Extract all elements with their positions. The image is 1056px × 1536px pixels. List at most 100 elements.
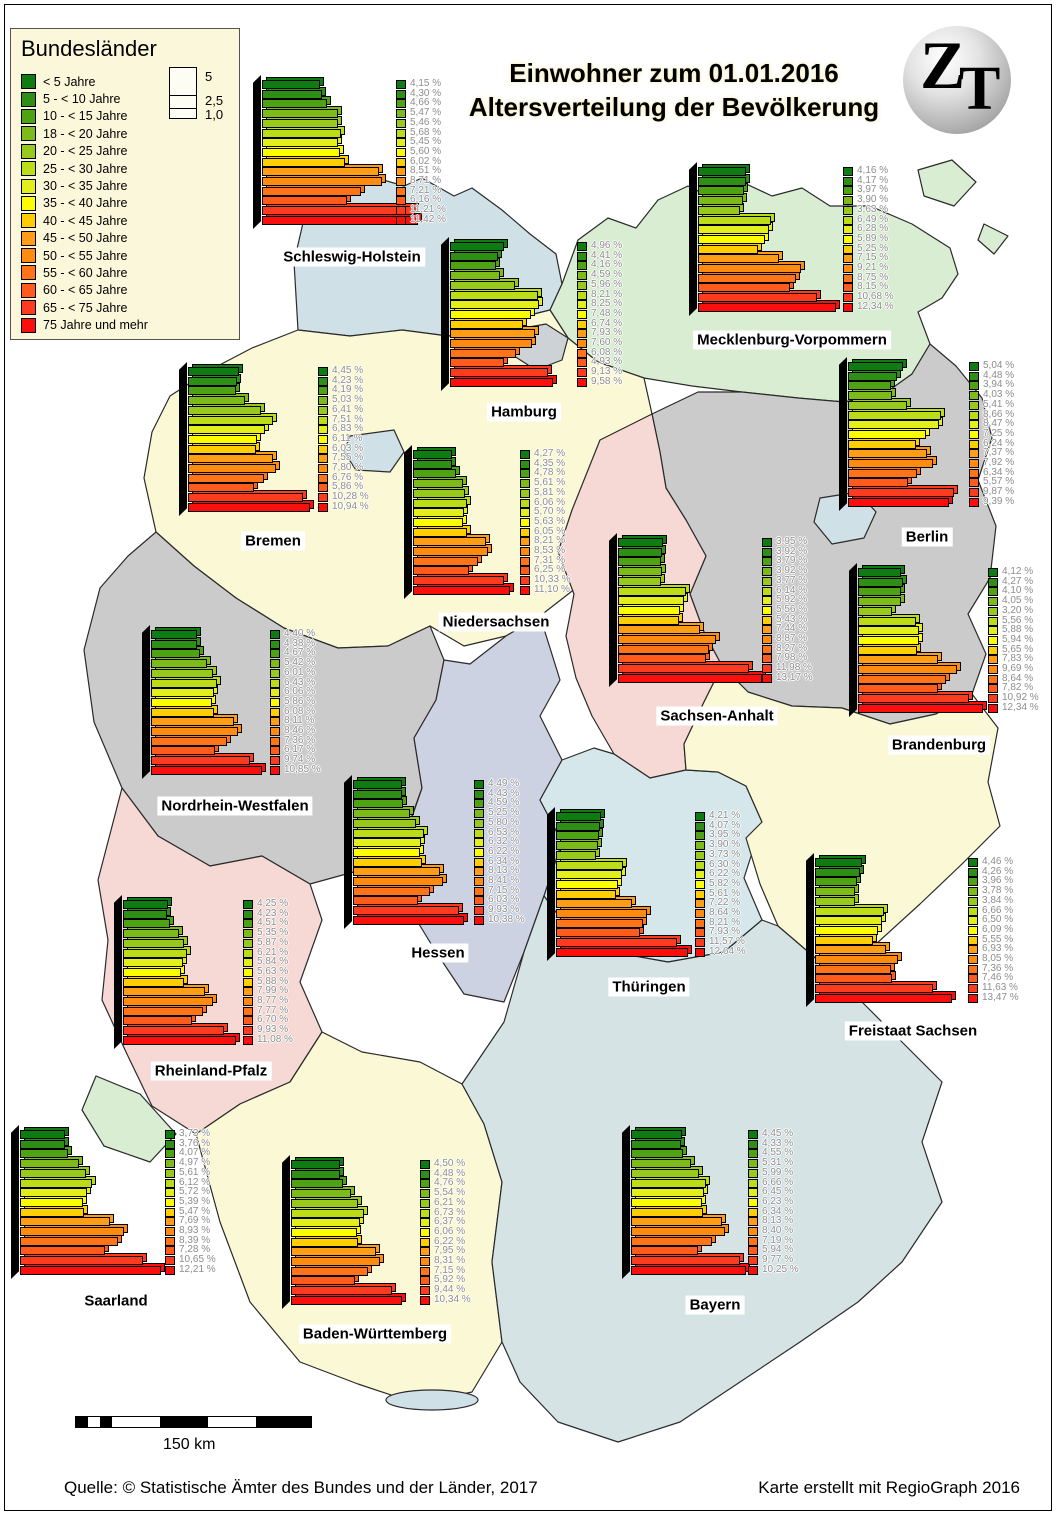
legend-item-label: 40 - < 45 Jahre xyxy=(43,213,128,228)
age-bar xyxy=(188,483,254,493)
value-swatch xyxy=(762,654,772,664)
age-bar xyxy=(413,547,488,556)
value-label: 5,81 % xyxy=(534,486,566,498)
value-swatch xyxy=(520,479,530,489)
age-bar xyxy=(20,1227,124,1236)
value-label: 5,63 % xyxy=(534,515,566,527)
value-label: 6,21 % xyxy=(434,1196,466,1208)
age-bar xyxy=(262,118,338,128)
value-swatch xyxy=(243,1016,253,1026)
value-label: 4,26 % xyxy=(982,865,1014,877)
value-label: 5,96 % xyxy=(591,278,623,290)
value-label: 6,03 % xyxy=(488,894,520,906)
value-swatch xyxy=(165,1246,175,1256)
age-bar xyxy=(20,1168,86,1178)
age-bar xyxy=(858,606,892,616)
value-swatch xyxy=(762,538,772,547)
value-swatch xyxy=(318,396,328,406)
value-swatch xyxy=(396,167,406,177)
value-swatch xyxy=(762,557,772,567)
value-swatch xyxy=(988,597,998,607)
age-bar xyxy=(291,1208,364,1218)
value-label: 6,25 % xyxy=(534,564,566,576)
state-shape-saarland xyxy=(81,1075,177,1163)
age-bar xyxy=(815,896,855,906)
value-label: 7,44 % xyxy=(776,623,808,635)
value-swatch xyxy=(748,1246,758,1256)
value-swatch xyxy=(968,896,978,906)
age-bar xyxy=(815,974,892,984)
value-label: 5,68 % xyxy=(410,126,442,138)
age-bar xyxy=(450,251,498,261)
value-label: 4,05 % xyxy=(1002,595,1034,607)
value-swatch xyxy=(577,319,587,329)
value-swatch xyxy=(969,439,979,449)
value-label: 7,93 % xyxy=(709,926,741,938)
value-label: 6,16 % xyxy=(410,194,442,206)
age-bar xyxy=(123,987,205,997)
age-bar xyxy=(123,900,168,909)
value-swatch xyxy=(969,468,979,478)
age-bar xyxy=(815,877,857,887)
value-swatch xyxy=(396,206,406,216)
value-label: 5,63 % xyxy=(257,965,289,977)
value-swatch xyxy=(762,586,772,596)
value-swatch xyxy=(243,900,253,909)
value-swatch xyxy=(968,877,978,887)
legend-item: 5 - < 10 Jahre xyxy=(21,90,148,107)
value-label: 7,48 % xyxy=(591,307,623,319)
age-bar xyxy=(858,568,901,577)
age-bar xyxy=(291,1286,392,1296)
value-swatch xyxy=(695,831,705,841)
value-swatch xyxy=(474,847,484,857)
age-bar xyxy=(123,958,183,968)
value-swatch xyxy=(748,1149,758,1159)
value-label: 4,12 % xyxy=(1002,566,1034,577)
value-label: 5,80 % xyxy=(488,816,520,828)
age-bar xyxy=(151,697,212,707)
chart-axis-wall xyxy=(839,357,847,511)
value-label: 4,17 % xyxy=(857,174,889,186)
value-swatch xyxy=(577,242,587,251)
age-bar xyxy=(188,502,310,512)
age-bar xyxy=(20,1130,65,1139)
value-swatch xyxy=(843,273,853,283)
legend-item: 35 - < 40 Jahre xyxy=(21,195,148,212)
value-swatch xyxy=(420,1227,430,1237)
age-bar xyxy=(123,977,184,987)
value-label: 5,92 % xyxy=(434,1274,466,1286)
value-swatch xyxy=(165,1188,175,1198)
age-bar xyxy=(858,645,917,655)
age-bar xyxy=(291,1169,340,1179)
value-label: 11,10 % xyxy=(534,583,570,595)
value-label: 5,94 % xyxy=(762,1244,794,1256)
legend-color-swatch xyxy=(21,213,36,229)
value-swatch xyxy=(988,645,998,655)
age-bar xyxy=(413,459,452,469)
age-bar xyxy=(262,186,361,196)
age-bar xyxy=(556,870,622,880)
value-label: 7,69 % xyxy=(179,1215,211,1227)
value-swatch xyxy=(243,967,253,977)
value-label: 7,92 % xyxy=(983,457,1015,468)
value-swatch xyxy=(420,1179,430,1189)
age-bar xyxy=(151,746,215,756)
value-label: 5,56 % xyxy=(776,603,808,615)
legend-color-swatch xyxy=(21,91,36,107)
value-label: 5,89 % xyxy=(857,232,889,244)
age-bar xyxy=(618,664,749,674)
age-bar xyxy=(631,1265,746,1275)
value-label: 7,77 % xyxy=(257,1004,289,1016)
value-swatch xyxy=(396,138,406,148)
value-swatch xyxy=(520,459,530,469)
value-swatch xyxy=(165,1256,175,1266)
value-label: 8,77 % xyxy=(257,995,289,1006)
value-label: 3,79 % xyxy=(776,555,808,567)
value-swatch xyxy=(762,664,772,674)
value-swatch xyxy=(577,271,587,281)
value-label: 4,16 % xyxy=(857,165,889,176)
value-label: 5,54 % xyxy=(434,1187,466,1199)
value-swatch xyxy=(420,1208,430,1218)
value-swatch xyxy=(420,1257,430,1266)
value-label: 4,45 % xyxy=(762,1128,794,1139)
